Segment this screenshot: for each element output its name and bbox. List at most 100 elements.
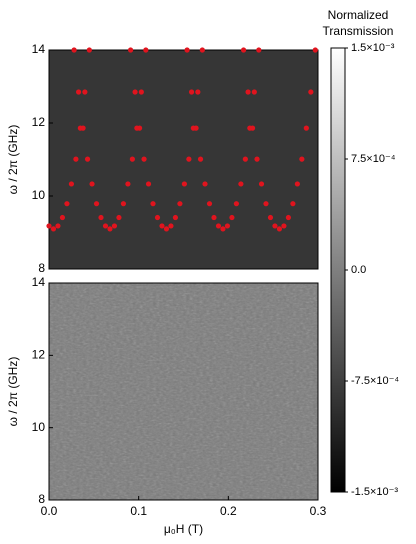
resonance-point: [172, 214, 179, 221]
resonance-point: [242, 156, 248, 162]
y-tick-label: 14: [32, 275, 46, 289]
resonance-point: [116, 214, 122, 221]
y-axis-label: ω / 2π (GHz): [6, 125, 20, 195]
resonance-point: [68, 181, 75, 187]
resonance-point: [80, 125, 86, 131]
resonance-point: [71, 47, 77, 53]
resonance-point: [303, 125, 309, 131]
resonance-point: [141, 156, 147, 162]
resonance-point: [120, 201, 127, 207]
resonance-point: [64, 201, 70, 207]
heatmap-texture: [49, 283, 318, 500]
resonance-point: [251, 89, 257, 95]
resonance-point: [84, 156, 91, 162]
resonance-point: [181, 181, 187, 187]
colorbar-tick-label: -7.5×10⁻⁴: [351, 375, 399, 387]
plot-frame: [48, 282, 319, 501]
resonance-point: [240, 47, 247, 53]
resonance-point: [267, 214, 274, 221]
resonance-point: [111, 223, 118, 229]
resonance-point: [177, 201, 183, 207]
resonance-point: [143, 47, 149, 53]
resonance-point: [211, 214, 217, 221]
resonance-point: [75, 89, 82, 95]
resonance-point: [299, 156, 305, 162]
y-tick-label: 8: [38, 492, 45, 506]
resonance-point: [193, 125, 199, 131]
resonance-point: [202, 181, 208, 187]
colorbar-tick-label: 7.5×10⁻⁴: [351, 153, 396, 165]
resonance-point: [206, 201, 213, 207]
x-tick-label: 0.2: [220, 504, 237, 518]
resonance-point: [86, 47, 92, 53]
resonance-point: [258, 181, 265, 187]
resonance-point: [215, 223, 222, 229]
resonance-point: [89, 181, 95, 187]
resonance-point: [46, 223, 52, 229]
resonance-point: [127, 47, 134, 53]
resonance-point: [129, 156, 135, 162]
resonance-point: [82, 89, 88, 95]
heatmap-texture: [49, 50, 318, 269]
plot-frame: [48, 49, 319, 270]
resonance-point: [263, 201, 269, 207]
y-tick-label: 14: [32, 42, 46, 56]
resonance-point: [125, 181, 131, 187]
y-tick-label: 12: [32, 348, 46, 362]
resonance-point: [159, 223, 165, 229]
resonance-point: [163, 226, 170, 232]
y-tick-label: 8: [38, 261, 45, 275]
resonance-point: [276, 226, 283, 232]
resonance-point: [184, 47, 190, 53]
y-axis-label: ω / 2π (GHz): [6, 357, 20, 427]
colorbar-title: Transmission: [323, 24, 394, 38]
resonance-point: [154, 214, 161, 221]
resonance-point: [168, 223, 174, 229]
resonance-point: [59, 214, 66, 221]
x-tick-label: 0.1: [130, 504, 147, 518]
x-tick-label: 0.3: [310, 504, 327, 518]
resonance-point: [199, 47, 205, 53]
resonance-point: [55, 223, 61, 229]
resonance-point: [229, 214, 235, 221]
y-tick-label: 10: [32, 188, 46, 202]
x-tick-label: 0.0: [41, 504, 58, 518]
resonance-point: [281, 223, 287, 229]
resonance-point: [238, 181, 244, 187]
resonance-point: [195, 89, 201, 95]
resonance-point: [197, 156, 204, 162]
resonance-point: [186, 156, 192, 162]
colorbar-tick-label: 0.0: [351, 264, 366, 276]
resonance-point: [107, 226, 113, 232]
colorbar-tick-label: 1.5×10⁻³: [351, 42, 395, 54]
resonance-point: [73, 156, 79, 162]
y-tick-label: 10: [32, 420, 46, 434]
resonance-point: [290, 201, 296, 207]
resonance-point: [245, 89, 251, 95]
x-axis-label: μ₀H (T): [164, 522, 203, 536]
resonance-point: [285, 214, 292, 221]
resonance-point: [150, 201, 156, 207]
resonance-point: [254, 156, 260, 162]
resonance-point: [93, 201, 100, 207]
resonance-point: [312, 47, 318, 53]
resonance-point: [233, 201, 240, 207]
resonance-point: [132, 89, 138, 95]
resonance-point: [294, 181, 300, 187]
resonance-point: [50, 226, 57, 232]
colorbar-title: Normalized: [328, 8, 389, 22]
resonance-point: [102, 223, 109, 229]
resonance-point: [145, 181, 152, 187]
resonance-point: [220, 226, 226, 232]
resonance-point: [249, 125, 256, 131]
resonance-point: [308, 89, 314, 95]
y-tick-label: 12: [32, 115, 46, 129]
resonance-point: [188, 89, 195, 95]
colorbar-tick-label: -1.5×10⁻³: [351, 486, 398, 498]
resonance-point: [138, 89, 144, 95]
resonance-point: [256, 47, 262, 53]
resonance-point: [272, 223, 278, 229]
resonance-point: [224, 223, 231, 229]
colorbar: [330, 47, 346, 493]
